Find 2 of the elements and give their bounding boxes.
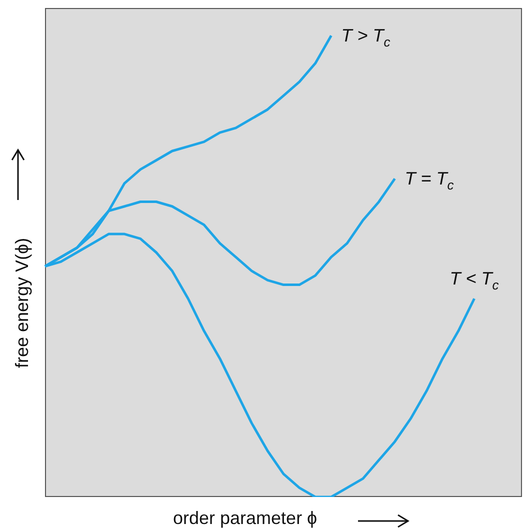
y-axis-title: free energy V(ϕ) (12, 238, 33, 368)
x-axis-title: order parameter ϕ (173, 508, 318, 529)
